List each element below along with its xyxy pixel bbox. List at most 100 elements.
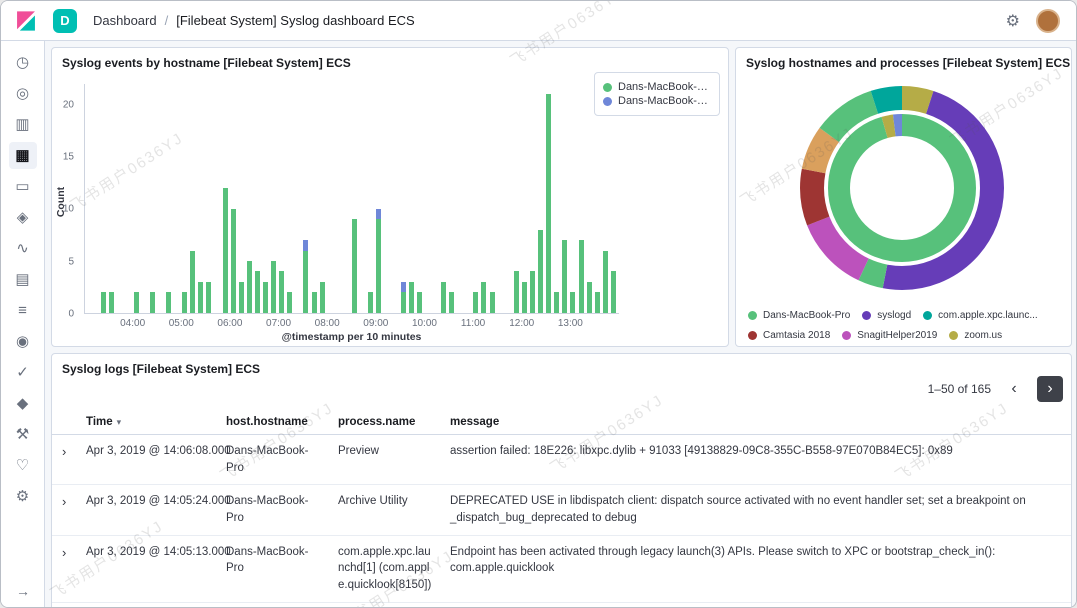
- user-avatar[interactable]: [1036, 8, 1060, 33]
- bar[interactable]: [473, 84, 479, 313]
- sidebar-item-visualize-icon[interactable]: ▥: [9, 111, 37, 138]
- table-row[interactable]: › Apr 3, 2019 @ 14:05:13.000 Dans-MacBook-…: [52, 535, 1071, 603]
- donut-chart[interactable]: [796, 82, 1008, 294]
- expand-row-icon[interactable]: ›: [52, 434, 78, 486]
- table-row[interactable]: › Apr 3, 2019 @ 14:06:08.000 Dans-MacBook-…: [52, 434, 1071, 486]
- breadcrumb-dashboard[interactable]: Dashboard: [93, 13, 157, 28]
- bar[interactable]: [416, 84, 422, 313]
- settings-icon[interactable]: ⚙: [1005, 12, 1020, 30]
- bar[interactable]: [554, 84, 560, 313]
- bar[interactable]: [513, 84, 519, 313]
- legend-item[interactable]: com.apple.xpc.launc...: [923, 310, 1038, 321]
- bar[interactable]: [230, 84, 236, 313]
- col-hostname[interactable]: host.hostname: [218, 410, 330, 435]
- bar[interactable]: [562, 84, 568, 313]
- legend-item[interactable]: Camtasia 2018: [748, 330, 830, 341]
- bar[interactable]: [570, 84, 576, 313]
- sidebar-item-dashboard-icon[interactable]: ▦: [8, 142, 37, 169]
- bar[interactable]: [133, 84, 139, 313]
- cell-time: Apr 3, 2019 @ 14:03:36.000: [78, 602, 218, 607]
- bar[interactable]: [578, 84, 584, 313]
- bar[interactable]: [206, 84, 212, 313]
- sidebar-item-machine-learning-icon[interactable]: ∿: [9, 235, 37, 262]
- col-time[interactable]: Time ▾: [78, 410, 218, 435]
- bar[interactable]: [109, 84, 115, 313]
- col-process[interactable]: process.name: [330, 410, 442, 435]
- bar[interactable]: [610, 84, 616, 313]
- legend-item[interactable]: Dans-MacBook-Pro: [748, 310, 850, 321]
- bar[interactable]: [198, 84, 204, 313]
- sidebar-item-uptime-icon[interactable]: ✓: [9, 359, 37, 386]
- sidebar-item-recently-viewed-icon[interactable]: ◷: [9, 49, 37, 76]
- bar[interactable]: [594, 84, 600, 313]
- bar[interactable]: [489, 84, 495, 313]
- collapse-sidebar-button[interactable]: →: [1, 583, 45, 599]
- sidebar-item-dev-tools-icon[interactable]: ⚒: [9, 421, 37, 448]
- bar[interactable]: [530, 84, 535, 313]
- sidebar-item-siem-icon[interactable]: ◆: [9, 390, 37, 417]
- bar[interactable]: [586, 84, 592, 313]
- next-page-button[interactable]: ›: [1037, 376, 1063, 402]
- sidebar-item-discover-icon[interactable]: ◎: [9, 80, 37, 107]
- bar[interactable]: [287, 84, 293, 313]
- legend-item[interactable]: Dans-MacBook-Pro.l...: [603, 95, 711, 107]
- bar[interactable]: [271, 84, 277, 313]
- legend-dot-icon: [748, 331, 757, 340]
- bar[interactable]: [602, 84, 608, 313]
- expand-row-icon[interactable]: ›: [52, 484, 78, 536]
- bar[interactable]: [263, 84, 268, 313]
- legend-item[interactable]: SnagitHelper2019: [842, 330, 937, 341]
- kibana-logo-icon[interactable]: [15, 10, 37, 32]
- bar[interactable]: [246, 84, 252, 313]
- bar[interactable]: [376, 84, 382, 313]
- table-row[interactable]: ›Apr 3, 2019 @ 14:03:36.000Dans-MacBook-…: [52, 602, 1071, 607]
- bar[interactable]: [101, 84, 107, 313]
- expand-row-icon[interactable]: ›: [52, 602, 78, 607]
- table-row[interactable]: › Apr 3, 2019 @ 14:05:24.000 Dans-MacBook-…: [52, 484, 1071, 536]
- bar[interactable]: [238, 84, 244, 313]
- bar[interactable]: [400, 84, 406, 313]
- panel-title-logs: Syslog logs [Filebeat System] ECS: [62, 362, 261, 376]
- bar[interactable]: [352, 84, 357, 313]
- legend-item[interactable]: syslogd: [862, 310, 911, 321]
- cell-host: Dans-MacBook-Pro: [218, 484, 330, 536]
- sidebar-item-apm-icon[interactable]: ◉: [9, 328, 37, 355]
- sort-desc-icon[interactable]: ▾: [116, 417, 122, 427]
- sidebar-item-maps-icon[interactable]: ◈: [9, 204, 37, 231]
- space-badge[interactable]: D: [53, 8, 77, 33]
- sidebar-item-logs-icon[interactable]: ≡: [9, 297, 37, 324]
- cell-proc: Archive Utility: [330, 484, 442, 536]
- sidebar-item-canvas-icon[interactable]: ▭: [9, 173, 37, 200]
- bar[interactable]: [182, 84, 188, 313]
- legend-item[interactable]: zoom.us: [949, 330, 1002, 341]
- x-axis-title: @timestamp per 10 minutes: [281, 331, 422, 343]
- bar[interactable]: [279, 84, 285, 313]
- sidebar-item-management-icon[interactable]: ⚙: [9, 483, 37, 510]
- cell-msg: ASL Sender Statistics: [442, 602, 1071, 607]
- prev-page-button[interactable]: ‹: [1001, 376, 1027, 402]
- bar[interactable]: [190, 84, 196, 313]
- bar[interactable]: [449, 84, 455, 313]
- bar[interactable]: [441, 84, 446, 313]
- bar[interactable]: [481, 84, 487, 313]
- bar[interactable]: [222, 84, 228, 313]
- sidebar-item-stack-monitoring-icon[interactable]: ♡: [9, 452, 37, 479]
- sidebar-item-infrastructure-icon[interactable]: ▤: [9, 266, 37, 293]
- cell-proc: Preview: [330, 434, 442, 486]
- legend-item[interactable]: Dans-MacBook-Pro: [603, 81, 711, 93]
- bar[interactable]: [165, 84, 171, 313]
- cell-msg: assertion failed: 18E226: libxpc.dylib +…: [442, 434, 1071, 486]
- bar[interactable]: [254, 84, 260, 313]
- col-message[interactable]: message: [442, 410, 1071, 435]
- expand-row-icon[interactable]: ›: [52, 535, 78, 603]
- bar[interactable]: [149, 84, 155, 313]
- bar[interactable]: [538, 84, 544, 313]
- bar[interactable]: [546, 84, 552, 313]
- bar[interactable]: [408, 84, 414, 313]
- bar[interactable]: [311, 84, 317, 313]
- bar[interactable]: [319, 84, 325, 313]
- bar[interactable]: [521, 84, 527, 313]
- bar[interactable]: [303, 84, 309, 313]
- bar[interactable]: [368, 84, 374, 313]
